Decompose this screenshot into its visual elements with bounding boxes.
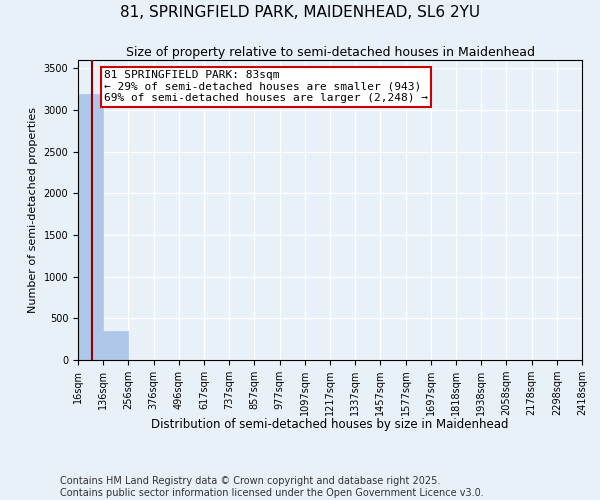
Bar	[103, 331, 128, 360]
Text: Contains HM Land Registry data © Crown copyright and database right 2025.
Contai: Contains HM Land Registry data © Crown c…	[60, 476, 484, 498]
Y-axis label: Number of semi-detached properties: Number of semi-detached properties	[28, 107, 38, 313]
Title: Size of property relative to semi-detached houses in Maidenhead: Size of property relative to semi-detach…	[125, 46, 535, 59]
Text: 81 SPRINGFIELD PARK: 83sqm
← 29% of semi-detached houses are smaller (943)
69% o: 81 SPRINGFIELD PARK: 83sqm ← 29% of semi…	[104, 70, 428, 103]
X-axis label: Distribution of semi-detached houses by size in Maidenhead: Distribution of semi-detached houses by …	[151, 418, 509, 431]
Text: 81, SPRINGFIELD PARK, MAIDENHEAD, SL6 2YU: 81, SPRINGFIELD PARK, MAIDENHEAD, SL6 2Y…	[120, 5, 480, 20]
Bar	[78, 94, 103, 360]
